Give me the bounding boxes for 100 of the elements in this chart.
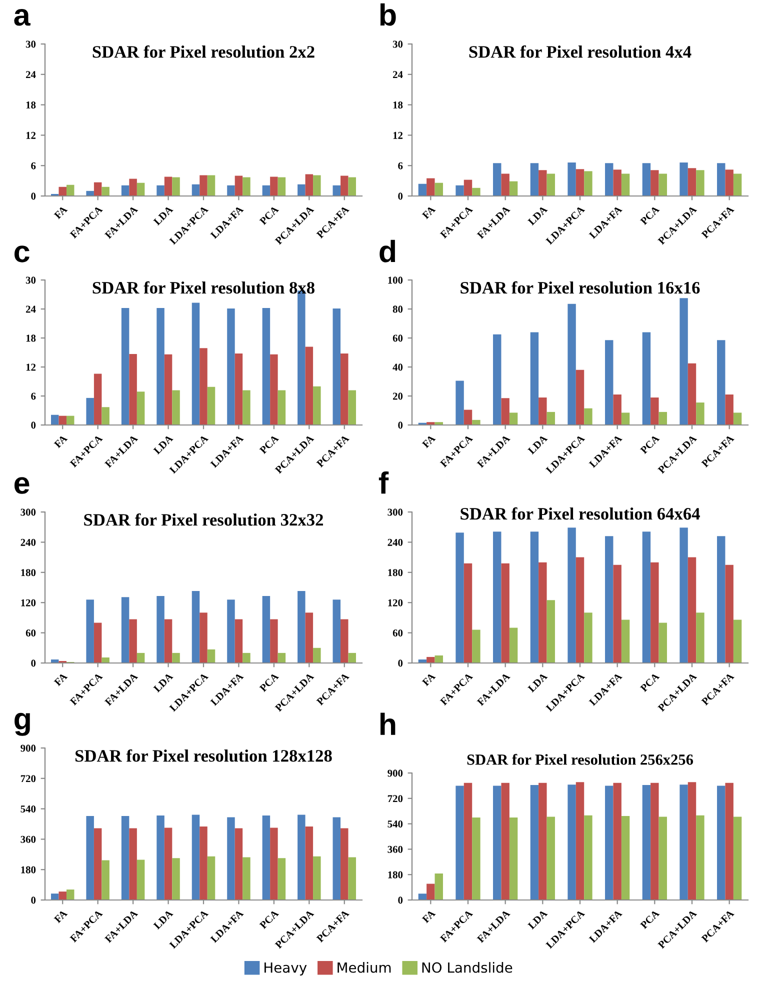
y-tick-label: 0 [31, 660, 36, 667]
bar [332, 308, 341, 425]
y-tick-label: 300 [388, 508, 403, 516]
x-tick-label: PCA [640, 909, 660, 930]
bar [688, 557, 696, 663]
bar [717, 536, 726, 663]
bar [86, 398, 94, 425]
bar [501, 563, 510, 663]
legend-label: NO Landslide [422, 962, 512, 973]
bar [568, 162, 576, 196]
bar [340, 828, 348, 900]
y-tick-label: 0 [31, 896, 36, 904]
bar [129, 828, 137, 900]
bar [121, 816, 130, 900]
bar [121, 308, 130, 425]
y-tick-label: 24 [26, 306, 36, 313]
bar [262, 816, 270, 900]
bar [207, 386, 216, 425]
y-tick-label: 18 [393, 101, 403, 109]
bar [576, 557, 584, 663]
bar [270, 354, 278, 425]
y-tick-label: 24 [26, 71, 36, 78]
bar [605, 536, 614, 663]
bar [94, 374, 102, 425]
bar [94, 182, 102, 196]
bar [172, 652, 180, 663]
bar [242, 652, 250, 663]
bar [717, 340, 726, 425]
bar [242, 857, 250, 900]
y-tick-label: 0 [31, 192, 36, 200]
bar [86, 600, 94, 663]
bar [725, 564, 734, 663]
chart-title: SDAR for Pixel resolution 16x16 [460, 281, 700, 294]
x-tick-label: FA [422, 672, 436, 686]
bar [192, 184, 200, 196]
bar [348, 857, 356, 900]
bar [530, 532, 539, 663]
bar [332, 817, 341, 900]
bar [613, 394, 622, 425]
bar [605, 340, 614, 425]
bar [58, 892, 66, 900]
chart-title: SDAR for Pixel resolution 128x128 [75, 749, 332, 762]
y-tick-label: 120 [388, 599, 403, 606]
bar [305, 612, 314, 663]
bar [156, 816, 164, 900]
bar [464, 410, 472, 425]
y-tick-label: 180 [388, 569, 403, 576]
bar [621, 174, 630, 196]
y-tick-label: 720 [20, 775, 36, 782]
bar [650, 397, 659, 425]
bar [313, 386, 321, 425]
bar [456, 185, 464, 196]
bar [725, 394, 734, 425]
x-tick-label: PCA [640, 205, 660, 226]
bar [493, 786, 502, 900]
y-tick-label: 6 [31, 392, 36, 400]
bar [538, 562, 547, 663]
bar [546, 174, 555, 196]
bar [680, 298, 688, 425]
bar [121, 185, 130, 196]
bar [50, 894, 59, 900]
x-tick-label: FA [422, 434, 436, 448]
bar [680, 162, 688, 196]
text: h [380, 712, 396, 735]
text: c [14, 246, 30, 262]
bar [418, 894, 427, 900]
bar [270, 176, 278, 196]
bar [348, 652, 356, 663]
bar [434, 873, 443, 900]
chart-title: SDAR for Pixel resolution 4x4 [469, 45, 692, 58]
bar [456, 532, 464, 663]
y-tick-label: 0 [398, 192, 403, 200]
chart-title: SDAR for Pixel resolution 64x64 [460, 507, 700, 520]
text: g [14, 712, 30, 736]
bar [509, 181, 518, 196]
chart-title: SDAR for Pixel resolution 32x32 [84, 513, 324, 526]
bar [426, 884, 435, 900]
bar [340, 176, 348, 196]
bar [621, 412, 630, 425]
bar [102, 407, 110, 425]
bar [234, 619, 243, 663]
bar [493, 334, 502, 425]
bar [192, 814, 200, 900]
bar [262, 596, 270, 663]
bar [584, 612, 592, 663]
y-tick-label: 0 [398, 422, 403, 429]
bar [464, 563, 472, 663]
chart-title: SDAR for Pixel resolution 256x256 [467, 754, 694, 765]
bar [164, 828, 172, 900]
x-tick-label: PCA [640, 434, 660, 454]
bar [501, 174, 510, 196]
text: a [14, 9, 30, 26]
y-tick-label: 30 [26, 276, 36, 284]
y-tick-label: 12 [26, 132, 36, 139]
x-tick-label: FA [54, 205, 68, 220]
bar [717, 786, 726, 900]
bar [568, 304, 576, 425]
bar [278, 177, 286, 196]
bar [234, 176, 243, 196]
bar [305, 346, 314, 425]
